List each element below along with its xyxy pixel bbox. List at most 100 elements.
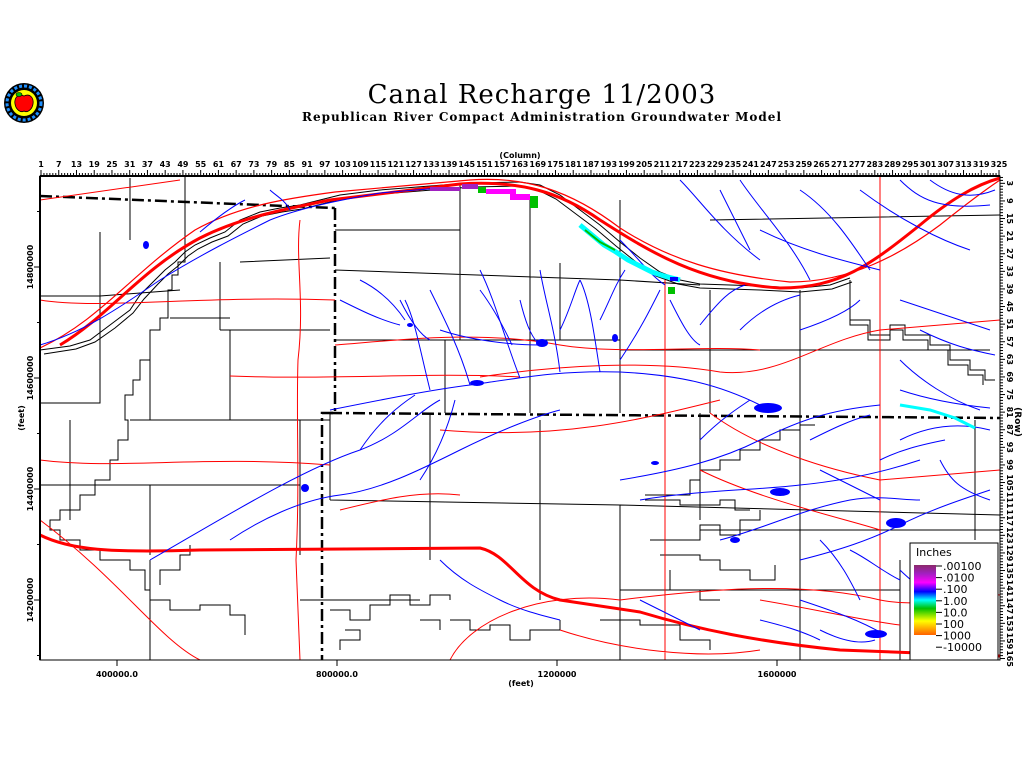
legend-label: .00100 <box>943 560 982 573</box>
row-tick-label: 153 <box>1005 615 1014 632</box>
column-tick-label: 181 <box>565 160 582 169</box>
row-tick-label: 33 <box>1005 266 1014 277</box>
column-tick-label: 199 <box>618 160 635 169</box>
column-tick-label: 121 <box>387 160 404 169</box>
row-axis: 3915212733394551576369758187939910511111… <box>1000 176 1014 667</box>
column-axis-label: (Column) <box>499 151 540 160</box>
row-tick-label: 117 <box>1005 509 1014 526</box>
column-tick-label: 319 <box>973 160 990 169</box>
row-tick-label: 45 <box>1005 301 1014 313</box>
canal-recharge-cells <box>430 184 976 430</box>
row-tick-label: 63 <box>1005 354 1014 365</box>
column-tick-label: 193 <box>600 160 617 169</box>
column-tick-label: 37 <box>142 160 153 169</box>
column-tick-label: 61 <box>213 160 225 169</box>
row-tick-label: 51 <box>1005 319 1014 331</box>
legend-label: -10000 <box>943 641 982 654</box>
legend-label: 1000 <box>943 630 971 643</box>
column-tick-label: 163 <box>512 160 529 169</box>
row-tick-label: 135 <box>1005 562 1014 579</box>
column-tick-label: 313 <box>955 160 972 169</box>
legend-label: .0100 <box>943 572 975 585</box>
row-tick-label: 15 <box>1005 213 1014 225</box>
column-tick-label: 31 <box>124 160 136 169</box>
row-tick-label: 21 <box>1005 231 1014 243</box>
column-tick-label: 169 <box>529 160 546 169</box>
row-tick-label: 9 <box>1005 198 1014 204</box>
feet-axes: 400000.0 800000.0 1200000 1600000 14800000 14… <box>26 211 797 679</box>
column-tick-label: 13 <box>71 160 82 169</box>
column-tick-label: 55 <box>195 160 207 169</box>
column-tick-label: 271 <box>831 160 848 169</box>
y-feet-tick-label: 14800000 <box>26 244 35 289</box>
column-tick-label: 301 <box>920 160 937 169</box>
column-tick-label: 67 <box>231 160 242 169</box>
map-subtitle: Republican River Compact Administration … <box>301 110 782 124</box>
row-tick-label: 99 <box>1005 459 1014 471</box>
column-axis: 1 7 13 19 25 31 37 43 49 55 61 67 73 79 85 91 97 103 109 11… <box>38 160 1008 176</box>
column-tick-label: 25 <box>106 160 118 169</box>
column-tick-label: 247 <box>760 160 777 169</box>
column-tick-label: 187 <box>583 160 600 169</box>
y-feet-axis-label: (feet) <box>17 405 26 430</box>
x-feet-tick-label: 800000.0 <box>316 670 358 679</box>
row-tick-label: 159 <box>1005 633 1014 650</box>
column-tick-label: 145 <box>458 160 475 169</box>
y-feet-tick-label: 14400000 <box>26 466 35 511</box>
row-tick-label: 87 <box>1005 424 1014 435</box>
legend-label: .100 <box>943 583 968 596</box>
row-tick-label: 93 <box>1005 442 1014 453</box>
column-tick-label: 139 <box>441 160 458 169</box>
row-tick-label: 3 <box>1005 181 1014 187</box>
x-feet-tick-label: 1200000 <box>538 670 577 679</box>
model-boundary <box>39 181 995 650</box>
column-tick-label: 133 <box>423 160 440 169</box>
column-tick-label: 115 <box>370 160 387 169</box>
legend-label: 1.00 <box>943 595 968 608</box>
column-tick-label: 259 <box>796 160 813 169</box>
x-feet-tick-label: 1600000 <box>758 670 797 679</box>
column-tick-label: 229 <box>707 160 724 169</box>
row-tick-label: 27 <box>1005 248 1014 259</box>
column-tick-label: 85 <box>284 160 296 169</box>
row-tick-label: 141 <box>1005 580 1014 597</box>
legend-label: 10.0 <box>943 606 968 619</box>
state-lines <box>39 194 1001 660</box>
column-tick-label: 211 <box>654 160 671 169</box>
column-tick-label: 127 <box>405 160 422 169</box>
column-tick-label: 49 <box>177 160 189 169</box>
row-tick-label: 75 <box>1005 389 1014 401</box>
column-tick-label: 265 <box>813 160 830 169</box>
row-tick-label: 123 <box>1005 527 1014 544</box>
row-tick-label: 57 <box>1005 336 1014 347</box>
column-tick-label: 79 <box>266 160 278 169</box>
column-tick-label: 325 <box>991 160 1008 169</box>
row-tick-label: 69 <box>1005 371 1014 383</box>
legend-label: 100 <box>943 618 964 631</box>
column-tick-label: 109 <box>352 160 369 169</box>
column-tick-label: 43 <box>160 160 171 169</box>
column-tick-label: 19 <box>89 160 101 169</box>
row-tick-label: 39 <box>1005 283 1014 295</box>
legend: Inches .00100.0100.1001.0010.01001000-10… <box>909 542 999 661</box>
row-tick-label: 165 <box>1005 650 1014 667</box>
column-tick-label: 253 <box>778 160 795 169</box>
row-tick-label: 111 <box>1005 492 1014 509</box>
column-tick-label: 205 <box>636 160 653 169</box>
row-axis-label: (Row) <box>1012 407 1022 437</box>
column-tick-label: 97 <box>319 160 330 169</box>
x-feet-axis-label: (feet) <box>508 679 533 688</box>
column-tick-label: 235 <box>725 160 742 169</box>
column-tick-label: 241 <box>742 160 759 169</box>
legend-title: Inches <box>916 546 952 559</box>
map-title: Canal Recharge 11/2003 <box>367 80 717 110</box>
row-tick-label: 81 <box>1005 407 1014 419</box>
y-feet-tick-label: 14200000 <box>26 577 35 622</box>
column-tick-label: 283 <box>866 160 883 169</box>
column-tick-label: 175 <box>547 160 564 169</box>
column-tick-label: 289 <box>884 160 901 169</box>
roads <box>39 176 1001 661</box>
column-tick-label: 91 <box>302 160 314 169</box>
column-tick-label: 103 <box>334 160 351 169</box>
